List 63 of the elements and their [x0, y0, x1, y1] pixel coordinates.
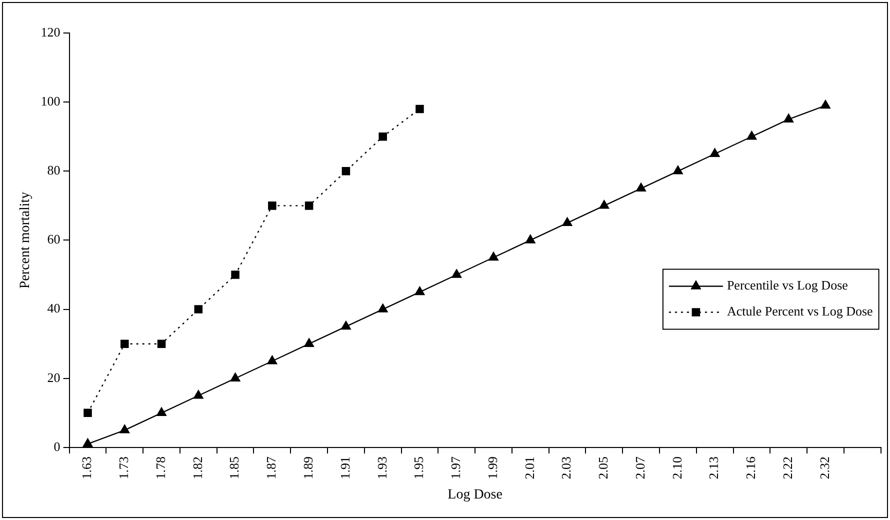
x-tick-label: 2.03: [558, 456, 574, 480]
y-tick-label: 20: [47, 370, 60, 385]
x-tick-label: 2.10: [669, 456, 684, 480]
y-axis-title: Percent mortality: [18, 192, 34, 289]
x-tick-label: 2.32: [816, 456, 832, 480]
y-tick-label: 0: [54, 438, 60, 454]
point: [156, 407, 166, 416]
legend-label: Percentile vs Log Dose: [726, 278, 848, 293]
x-tick-label: 2.01: [522, 456, 537, 480]
point: [784, 114, 794, 122]
point: [82, 438, 93, 448]
x-tick-label: 1.99: [484, 456, 500, 480]
y-tick-label: 60: [47, 232, 60, 247]
point: [230, 372, 240, 382]
point: [746, 131, 757, 140]
point: [636, 182, 646, 192]
point: [157, 340, 166, 348]
x-tick-label: 2.05: [596, 456, 611, 480]
point: [304, 202, 314, 210]
x-tick-label: 1.87: [264, 456, 279, 480]
point: [672, 166, 683, 174]
point: [341, 320, 351, 330]
point: [268, 202, 276, 210]
x-tick-label: 1.82: [190, 456, 205, 480]
x-tick-label: 1.78: [152, 456, 168, 480]
point: [416, 104, 424, 114]
y-tick-label: 100: [40, 93, 60, 108]
y-tick-label: 80: [47, 162, 60, 178]
x-tick-label: 1.73: [116, 456, 132, 480]
point: [194, 305, 203, 314]
point: [820, 100, 830, 109]
point: [342, 167, 350, 176]
x-tick-label: 1.63: [79, 456, 94, 480]
point: [452, 269, 462, 278]
y-tick-label: 120: [40, 24, 60, 40]
x-tick-label: 1.91: [337, 456, 352, 480]
point: [488, 252, 498, 261]
y-tick-label: 40: [47, 300, 60, 316]
point: [710, 148, 720, 157]
point: [84, 408, 92, 418]
point: [267, 356, 278, 364]
x-tick-label: 1.93: [374, 456, 390, 480]
point: [562, 217, 572, 226]
x-tick-label: 2.16: [743, 456, 758, 480]
point: [120, 424, 130, 434]
point: [120, 340, 129, 348]
x-tick-label: 1.85: [226, 456, 242, 480]
point: [414, 286, 425, 296]
x-tick-label: 1.95: [411, 456, 426, 480]
x-tick-label: 2.07: [632, 456, 648, 480]
point: [231, 270, 240, 279]
point: [599, 200, 610, 209]
x-tick-label: 1.97: [448, 456, 464, 480]
x-tick-label: 1.89: [300, 456, 316, 480]
point: [193, 390, 204, 399]
x-axis-title: Log Dose: [448, 487, 502, 502]
point: [378, 304, 388, 312]
x-tick-label: 2.22: [780, 456, 796, 480]
point: [525, 234, 536, 244]
x-tick-label: 2.13: [706, 456, 722, 480]
point: [304, 338, 314, 347]
point: [378, 132, 387, 141]
legend-label: Actule Percent vs Log Dose: [726, 304, 874, 319]
